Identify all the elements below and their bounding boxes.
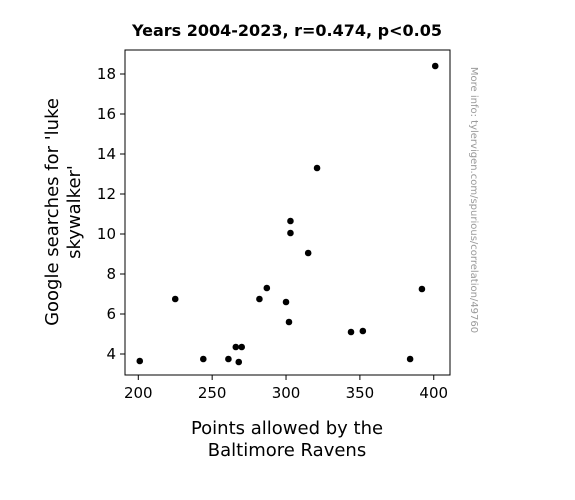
data-point [238,343,246,351]
y-tick-label: 8 [106,265,116,283]
data-point [304,249,312,257]
y-tick-label: 14 [97,145,116,163]
y-tick-label: 12 [97,185,116,203]
y-tick-label: 4 [106,345,116,363]
y-axis-label-line-2: skywalker' [64,165,85,259]
data-point [171,295,179,303]
x-tick-label: 250 [198,384,227,402]
x-axis-label-line-1: Points allowed by the [191,418,383,439]
y-axis-label-line-1: Google searches for 'luke [42,98,63,326]
plot-area [124,49,451,376]
y-axis-ticks: 4 6 8 10 12 14 16 18 [97,65,125,363]
data-point [287,217,294,225]
data-point [199,355,207,363]
data-point [418,285,426,293]
data-point [347,328,355,336]
data-point [406,355,414,363]
data-point [256,295,263,303]
data-point [431,62,439,70]
data-point [282,298,290,306]
data-point [235,358,243,366]
data-point [263,284,271,292]
x-tick-label: 400 [419,384,448,402]
chart-title: Years 2004-2023, r=0.474, p<0.05 [131,21,442,40]
data-point [313,164,321,172]
data-point [136,357,144,365]
x-tick-label: 350 [346,384,375,402]
data-point [287,229,294,237]
y-tick-label: 18 [97,65,116,83]
data-point [225,355,232,363]
source-watermark: More info: tylervigen.com/spurious/corre… [468,67,479,333]
x-tick-label: 300 [272,384,301,402]
x-axis-ticks: 200 250 300 350 400 [124,375,448,402]
data-point [285,318,293,326]
y-tick-label: 6 [106,305,116,323]
y-tick-label: 16 [97,105,116,123]
data-points [136,62,439,366]
data-point [359,327,367,335]
x-tick-label: 200 [124,384,153,402]
data-point [232,343,240,351]
x-axis-label-line-2: Baltimore Ravens [208,440,366,461]
y-tick-label: 10 [97,225,116,243]
